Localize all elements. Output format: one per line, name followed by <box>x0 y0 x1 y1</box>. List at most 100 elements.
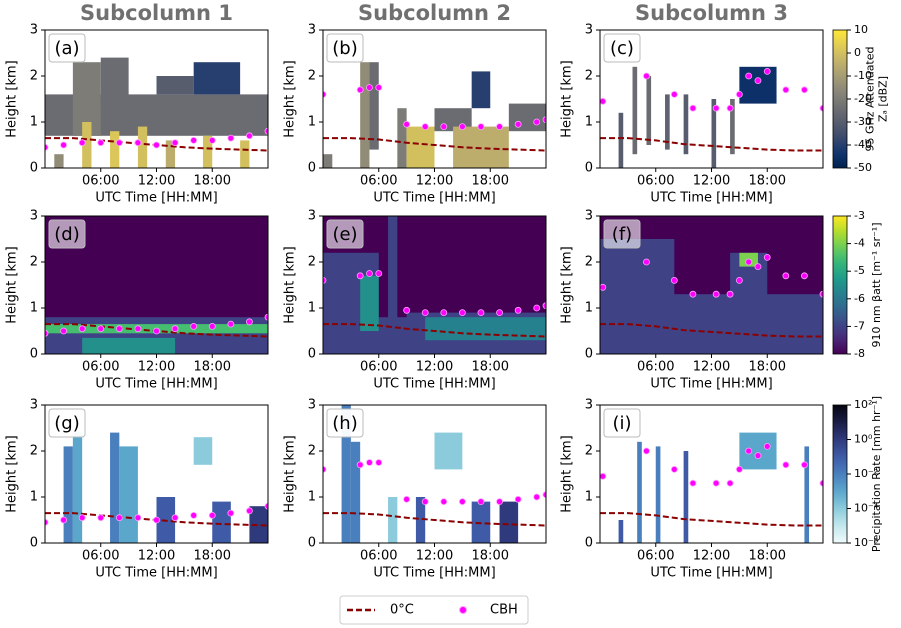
y-axis-label: Height [km] <box>560 435 575 512</box>
cell <box>212 501 231 543</box>
cbh-point <box>689 290 697 298</box>
x-tick-label: 12:00 <box>416 549 453 564</box>
colorbar-label: Zₐ [dBZ] <box>877 76 890 122</box>
cbh-point <box>496 309 503 317</box>
x-tick-label: 12:00 <box>693 549 730 564</box>
cell <box>165 140 176 168</box>
colorbar-tick-label: -3 <box>854 209 865 222</box>
y-axis-label: Height [km] <box>560 246 575 323</box>
x-tick-label: 18:00 <box>472 549 509 564</box>
cell <box>249 506 268 543</box>
cbh-point <box>97 139 105 147</box>
column-title: Subcolumn 1 <box>80 1 233 25</box>
cbh-point <box>670 276 678 284</box>
x-tick-label: 12:00 <box>416 360 453 375</box>
cell <box>350 441 361 543</box>
x-tick-label: 06:00 <box>637 549 674 564</box>
cbh-point <box>115 139 123 147</box>
cbh-point <box>60 141 67 149</box>
cell <box>369 62 379 150</box>
cell <box>632 66 638 155</box>
x-axis-label: UTC Time [HH:MM] <box>95 566 217 581</box>
y-tick-label: 2 <box>30 255 38 270</box>
cbh-point <box>190 322 198 330</box>
x-axis-label: UTC Time [HH:MM] <box>373 377 495 392</box>
y-tick-label: 3 <box>308 209 316 224</box>
cbh-point <box>264 127 268 135</box>
cbh-point <box>533 493 541 501</box>
cbh-point <box>643 258 650 266</box>
y-axis-label: Height [km] <box>283 435 298 512</box>
cbh-point <box>801 86 808 94</box>
y-tick-label: 1 <box>585 301 593 316</box>
cbh-point <box>726 104 734 112</box>
cbh-point <box>403 306 411 314</box>
cell <box>471 71 491 109</box>
x-axis-label: UTC Time [HH:MM] <box>373 191 495 206</box>
cbh-point <box>227 509 235 517</box>
panel-label-box <box>48 219 86 249</box>
cbh-point <box>440 309 448 317</box>
cell <box>119 446 138 543</box>
cell <box>137 126 148 168</box>
x-tick-label: 06:00 <box>637 360 674 375</box>
cbh-point <box>763 442 771 450</box>
x-tick-label: 18:00 <box>194 360 231 375</box>
cbh-point <box>643 447 650 455</box>
cbh-point <box>763 253 771 261</box>
cbh-point <box>190 136 198 144</box>
cbh-point <box>246 318 253 326</box>
x-axis-label: UTC Time [HH:MM] <box>95 191 217 206</box>
cbh-point <box>403 495 411 503</box>
y-tick-label: 0 <box>308 161 316 176</box>
cbh-point <box>533 118 541 126</box>
x-tick-label: 12:00 <box>138 360 175 375</box>
cbh-point <box>735 276 743 284</box>
y-tick-label: 3 <box>585 209 593 224</box>
column-title: Subcolumn 3 <box>635 1 788 25</box>
cbh-point <box>819 104 823 112</box>
y-tick-label: 1 <box>308 115 316 130</box>
cbh-point <box>782 461 790 469</box>
colorbar-tick-label: -6 <box>854 292 865 305</box>
cbh-point <box>115 514 123 522</box>
legend-label: CBH <box>490 603 518 618</box>
y-tick-label: 1 <box>585 115 593 130</box>
y-tick-label: 2 <box>308 444 316 459</box>
colorbar-label: Precipitation Rate [mm hr⁻¹] <box>870 396 883 552</box>
cell <box>193 437 213 465</box>
colorbar <box>832 29 848 169</box>
cell <box>739 66 777 104</box>
panel-label-box <box>326 219 364 249</box>
cbh-point <box>477 498 485 506</box>
cbh-point <box>45 518 49 526</box>
cbh-point <box>782 86 790 94</box>
x-tick-label: 12:00 <box>138 549 175 564</box>
cell <box>156 76 194 95</box>
cbh-point <box>533 304 541 312</box>
cell <box>637 441 642 543</box>
cbh-point <box>78 514 86 522</box>
cell <box>683 451 689 543</box>
colorbar-tick-label: 10⁰ <box>854 433 873 446</box>
cbh-point <box>246 132 253 140</box>
colorbar-tick-label: 10⁻⁶ <box>854 536 879 549</box>
cbh-point <box>366 459 373 466</box>
y-tick-label: 3 <box>308 23 316 38</box>
cell <box>508 103 546 132</box>
cell <box>110 131 120 168</box>
cell <box>110 432 120 543</box>
cbh-point <box>171 139 179 147</box>
cbh-point <box>246 507 253 515</box>
cbh-point <box>153 516 160 524</box>
colorbar-tick-label: 10² <box>854 398 872 411</box>
y-tick-label: 0 <box>585 536 593 551</box>
x-tick-label: 18:00 <box>749 174 786 189</box>
x-tick-label: 18:00 <box>194 549 231 564</box>
y-tick-label: 2 <box>585 444 593 459</box>
cell <box>341 405 351 543</box>
x-axis-label: UTC Time [HH:MM] <box>650 191 772 206</box>
cell <box>323 154 333 168</box>
panel-label-box <box>48 408 86 438</box>
x-tick-label: 06:00 <box>82 360 119 375</box>
